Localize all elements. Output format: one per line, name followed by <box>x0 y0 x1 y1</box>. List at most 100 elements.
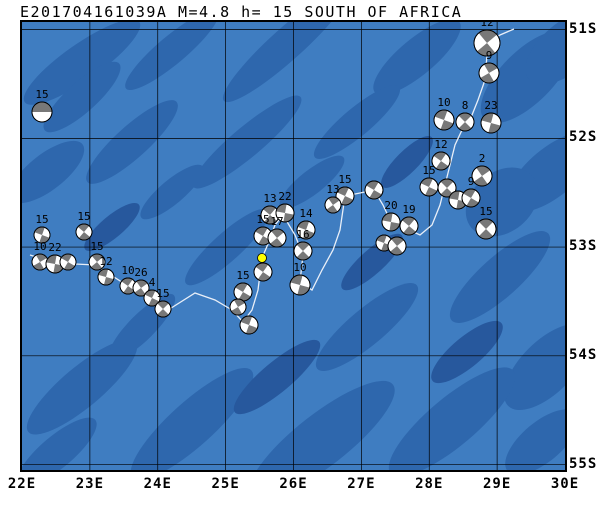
bathymetry-patch <box>125 22 219 91</box>
beachball: 2 <box>471 152 493 187</box>
beachball: 19 <box>399 203 419 236</box>
depth-label: 23 <box>484 99 497 112</box>
beachball: 15 <box>475 205 497 240</box>
beachball <box>387 236 407 256</box>
beachball <box>239 315 259 335</box>
bathymetry-patch <box>22 140 85 204</box>
depth-label: 2 <box>479 152 486 165</box>
depth-label: 17 <box>270 215 283 228</box>
beachball: 12 <box>473 22 501 57</box>
x-axis-label: 22E <box>7 476 37 492</box>
bathymetry-patch <box>26 339 138 435</box>
depth-label: 15 <box>479 205 492 218</box>
depth-label: 16 <box>296 228 309 241</box>
beachball <box>253 262 273 282</box>
bathymetry-patch <box>279 155 345 209</box>
beachball: 15 <box>253 213 273 246</box>
beachball <box>229 298 247 316</box>
epicenter-marker <box>257 253 267 263</box>
bathymetry-patch <box>449 231 551 323</box>
bathymetry-patch <box>84 202 140 252</box>
depth-label: 4 <box>149 276 156 289</box>
beachball: 4 <box>143 276 161 307</box>
beachball: 10 <box>289 261 311 296</box>
depth-label: 22 <box>48 241 61 254</box>
bathymetry-patch <box>503 323 565 411</box>
depth-label: 20 <box>384 199 397 212</box>
bathymetry-patch <box>130 368 254 470</box>
depth-label: 9 <box>486 49 493 62</box>
depth-label: 19 <box>402 203 415 216</box>
beachball: 14 <box>296 207 316 240</box>
beachball: 12 <box>431 138 451 171</box>
y-axis-label: 54S <box>569 346 598 363</box>
bathymetry-patch <box>249 380 395 470</box>
event-title: E201704161039A M=4.8 h= 15 SOUTH OF AFRI… <box>20 3 463 21</box>
depth-label: 15 <box>77 210 90 223</box>
x-axis-label: 30E <box>550 476 580 492</box>
depth-label: 10 <box>437 96 450 109</box>
x-axis-label: 25E <box>211 476 240 492</box>
depth-label: 13 <box>326 183 339 196</box>
beachball: 9 <box>478 49 500 84</box>
y-axis-label: 53S <box>569 238 598 255</box>
beachball: 15 <box>154 287 172 318</box>
beachball <box>364 180 384 200</box>
depth-label: 13 <box>263 192 276 205</box>
bathymetry-patch <box>431 320 503 384</box>
depth-label: 15 <box>256 213 269 226</box>
beachball: 15 <box>31 88 53 123</box>
bathymetry-patch <box>381 136 433 188</box>
bathymetry-patch <box>43 61 121 133</box>
bathymetry-patch <box>192 95 302 189</box>
bathymetry-patch <box>222 22 352 103</box>
bathymetry-patch <box>388 367 516 470</box>
depth-label: 26 <box>134 266 147 279</box>
x-axis-label: 26E <box>279 476 308 492</box>
bathymetry-patch <box>23 22 141 105</box>
beachball: 26 <box>132 266 150 297</box>
beachball: 10 <box>433 96 455 131</box>
beachball: 12 <box>97 255 115 286</box>
beachball: 22 <box>275 190 295 223</box>
x-axis-label: 27E <box>347 476 376 492</box>
depth-label: 9 <box>468 175 475 188</box>
depth-label: 10 <box>293 261 306 274</box>
beachball: 15 <box>33 213 51 244</box>
bathymetry-patch <box>505 409 565 470</box>
depth-label: 15 <box>422 164 435 177</box>
beachball: 20 <box>381 199 401 232</box>
beachball: 8 <box>455 99 475 132</box>
depth-label: 10 <box>33 240 46 253</box>
x-axis-label: 23E <box>75 476 105 492</box>
y-axis-label: 55S <box>569 455 598 472</box>
depth-label: 15 <box>90 240 103 253</box>
depth-label: 15 <box>35 88 48 101</box>
depth-label: 12 <box>434 138 447 151</box>
bathymetry-patch <box>315 283 419 371</box>
beachball: 9 <box>461 175 481 208</box>
beachball: 15 <box>335 173 355 206</box>
beachball: 16 <box>293 228 313 261</box>
x-axis-label: 29E <box>482 476 512 492</box>
beachball: 23 <box>480 99 502 134</box>
depth-label: 10 <box>121 264 134 277</box>
map-frame: 15 15 15 10 22 15 12 10 26 4 15 15 13 22 15 17 14 16 10 15 1… <box>20 20 567 472</box>
beachball: 15 <box>75 210 93 241</box>
depth-label: 12 <box>480 22 493 29</box>
beachball: 13 <box>324 183 342 214</box>
x-axis-label: 28E <box>415 476 444 492</box>
depth-label: 22 <box>278 190 291 203</box>
bathymetry-patch <box>525 22 565 85</box>
depth-label: 15 <box>35 213 48 226</box>
bathymetry-patch <box>22 417 97 470</box>
depth-label: 15 <box>156 287 169 300</box>
beachball <box>437 178 457 198</box>
beachball: 17 <box>267 215 287 248</box>
bathymetry-patch <box>86 100 178 184</box>
beachball: 15 <box>88 240 106 271</box>
bathymetry-patch <box>233 339 321 415</box>
beachball: 22 <box>45 241 65 274</box>
